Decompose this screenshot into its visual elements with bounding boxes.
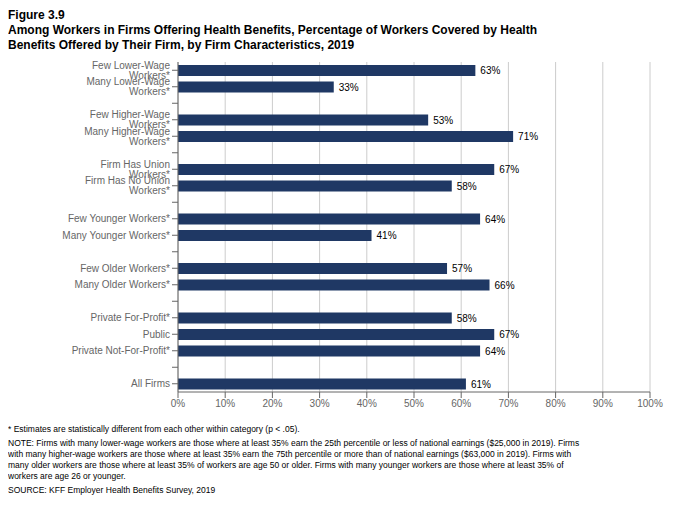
- svg-text:20%: 20%: [262, 398, 282, 409]
- svg-text:41%: 41%: [377, 230, 397, 241]
- svg-text:100%: 100%: [637, 398, 663, 409]
- svg-text:90%: 90%: [593, 398, 613, 409]
- svg-text:57%: 57%: [452, 263, 472, 274]
- svg-text:Few Younger Workers*: Few Younger Workers*: [68, 213, 170, 224]
- svg-text:10%: 10%: [215, 398, 235, 409]
- svg-text:67%: 67%: [499, 164, 519, 175]
- svg-text:61%: 61%: [471, 379, 491, 390]
- svg-text:Many Older Workers*: Many Older Workers*: [75, 279, 171, 290]
- svg-text:60%: 60%: [451, 398, 471, 409]
- svg-text:33%: 33%: [339, 82, 359, 93]
- svg-text:Many Higher-WageWorkers*: Many Higher-WageWorkers*: [84, 126, 170, 147]
- svg-text:64%: 64%: [485, 346, 505, 357]
- svg-text:Public: Public: [143, 329, 170, 340]
- svg-text:Private For-Profit*: Private For-Profit*: [91, 312, 171, 323]
- svg-text:50%: 50%: [404, 398, 424, 409]
- svg-text:70%: 70%: [498, 398, 518, 409]
- svg-text:53%: 53%: [433, 115, 453, 126]
- svg-text:58%: 58%: [457, 313, 477, 324]
- svg-text:71%: 71%: [518, 131, 538, 142]
- svg-text:0%: 0%: [171, 398, 186, 409]
- svg-text:30%: 30%: [310, 398, 330, 409]
- svg-text:Many Younger Workers*: Many Younger Workers*: [62, 230, 170, 241]
- svg-text:66%: 66%: [495, 280, 515, 291]
- svg-text:Many Lower-WageWorkers*: Many Lower-WageWorkers*: [86, 76, 170, 97]
- svg-text:80%: 80%: [546, 398, 566, 409]
- svg-text:64%: 64%: [485, 214, 505, 225]
- svg-text:67%: 67%: [499, 329, 519, 340]
- svg-text:63%: 63%: [480, 65, 500, 76]
- svg-text:58%: 58%: [457, 181, 477, 192]
- svg-text:Few Older Workers*: Few Older Workers*: [80, 263, 170, 274]
- svg-text:40%: 40%: [357, 398, 377, 409]
- svg-text:Firm Has No UnionWorkers*: Firm Has No UnionWorkers*: [85, 175, 170, 196]
- svg-text:Private Not-For-Profit*: Private Not-For-Profit*: [72, 345, 170, 356]
- svg-text:All Firms: All Firms: [131, 378, 170, 389]
